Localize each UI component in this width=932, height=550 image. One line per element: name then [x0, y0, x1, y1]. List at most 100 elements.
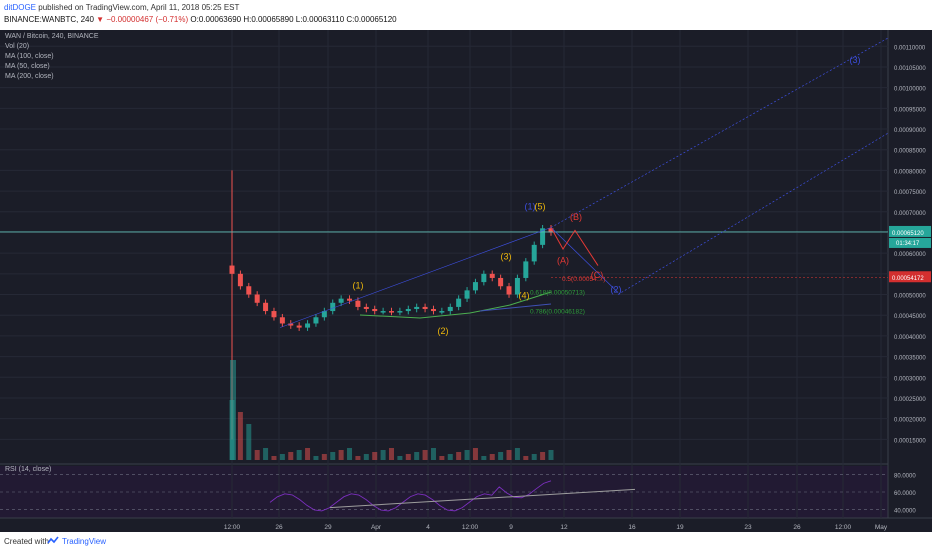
chart-background [0, 30, 932, 532]
candle [514, 277, 520, 295]
projection-line [279, 227, 552, 328]
volume-bar [237, 412, 243, 460]
candle [355, 300, 361, 307]
x-tick-label: 9 [509, 524, 513, 531]
candle [305, 323, 311, 328]
volume-bar [389, 448, 394, 460]
abc-path [550, 227, 599, 266]
candle [288, 323, 294, 326]
x-tick-label: 19 [676, 524, 684, 531]
ohlc-line: BINANCE:WANBTC, 240 ▼ −0.00000467 (−0.71… [4, 15, 397, 24]
candle [237, 273, 243, 287]
created-with-text: Created with [4, 537, 49, 546]
wave-label: (2) [611, 284, 622, 294]
x-tick-label: 12:00 [224, 524, 241, 531]
candle [338, 298, 344, 303]
volume-bar [514, 448, 520, 460]
wave-label: (3) [850, 55, 861, 65]
symbol-text: BINANCE:WANBTC, 240 [4, 15, 97, 24]
candle [439, 311, 445, 313]
y-tick-label: 0.00085000 [894, 149, 926, 155]
volume-bar [489, 454, 495, 460]
volume-bar [472, 448, 478, 460]
candle [489, 273, 495, 278]
last-price-badge [889, 225, 931, 237]
y-tick-label: 0.00080000 [894, 169, 926, 175]
y-tick-label: 0.00060000 [894, 252, 926, 258]
fib-label: 0.5(0.00054…) [562, 276, 605, 283]
rsi-trendline [329, 488, 636, 509]
tradingview-brand[interactable]: TradingView [62, 537, 107, 546]
candle [397, 311, 403, 313]
volume-bar [481, 456, 487, 460]
publish-line: ditDOGE published on TradingView.com, Ap… [4, 3, 239, 12]
change-text: ▼ −0.00000467 (−0.71%) [96, 15, 189, 24]
footer: Created with TradingView [0, 532, 932, 550]
author-link[interactable]: ditDOGE [4, 3, 37, 12]
legend-item-vol[interactable]: Vol (20) [5, 43, 30, 50]
candle [472, 282, 478, 291]
y-tick-label: 0.00045000 [894, 314, 926, 320]
volume-bar [305, 448, 311, 460]
y-tick-label: 0.00100000 [894, 87, 926, 93]
volume-bar [498, 452, 504, 460]
volume-bar [321, 454, 327, 460]
wave-label: (2) [438, 326, 449, 336]
volume-bar [296, 450, 302, 460]
tradingview-logo-icon [47, 536, 59, 544]
volume-bar [447, 454, 453, 460]
y-tick-label: 0.00035000 [894, 356, 926, 362]
legend-item-ma100[interactable]: MA (100, close) [5, 53, 54, 60]
volume-bar [363, 454, 369, 460]
legend-item-ma200[interactable]: MA (200, close) [5, 73, 54, 80]
candle [330, 302, 336, 312]
y-tick-label: 0.00020000 [894, 418, 926, 424]
legend-item-ma50[interactable]: MA (50, close) [5, 63, 50, 70]
projection-line [550, 37, 889, 228]
candle [271, 311, 277, 318]
x-tick-label: 12:00 [462, 524, 479, 531]
candle [481, 273, 487, 283]
x-tick-label: 16 [628, 524, 636, 531]
last-price-label: 0.00065120 [892, 231, 924, 237]
chart-title: WAN / Bitcoin, 240, BINANCE [5, 33, 99, 40]
y-tick-label: 0.00050000 [894, 294, 926, 300]
candle [506, 286, 512, 295]
x-tick-label: 29 [324, 524, 332, 531]
candle [363, 306, 369, 309]
candle [372, 308, 378, 312]
x-tick-label: 23 [744, 524, 752, 531]
x-tick-label: May [875, 524, 888, 531]
candle [523, 261, 529, 278]
volume-bar [380, 450, 386, 460]
candle [263, 302, 269, 312]
volume-bar [464, 450, 470, 460]
volume-bar [548, 450, 554, 460]
x-tick-label: Apr [371, 524, 382, 531]
volume-bar [456, 452, 462, 460]
y-tick-label: 0.00040000 [894, 335, 926, 341]
candle [347, 298, 353, 301]
volume-bar [540, 452, 546, 460]
price-chart[interactable]: 0.00110000 0.00105000 0.00100000 0.00095000… [0, 30, 932, 532]
candle [380, 311, 386, 313]
candle [430, 308, 436, 312]
volume-bar [279, 454, 285, 460]
countdown-badge [889, 237, 931, 248]
volume-bar [263, 448, 269, 460]
candle [321, 311, 327, 318]
level-badge [889, 271, 931, 283]
x-tick-label: 12:00 [835, 524, 852, 531]
y-tick-label: 0.00030000 [894, 376, 926, 382]
wave-label: (1) [353, 280, 364, 290]
rsi-line [269, 480, 552, 512]
projection-line [617, 132, 889, 295]
volume-bar [430, 448, 436, 460]
x-tick-label: 26 [275, 524, 283, 531]
candle [246, 286, 252, 295]
rsi-legend[interactable]: RSI (14, close) [5, 466, 52, 473]
countdown-label: 01:34:17 [896, 241, 920, 247]
candle [456, 298, 462, 307]
x-tick-label: 4 [426, 524, 430, 531]
wave-label: (C) [591, 270, 604, 280]
